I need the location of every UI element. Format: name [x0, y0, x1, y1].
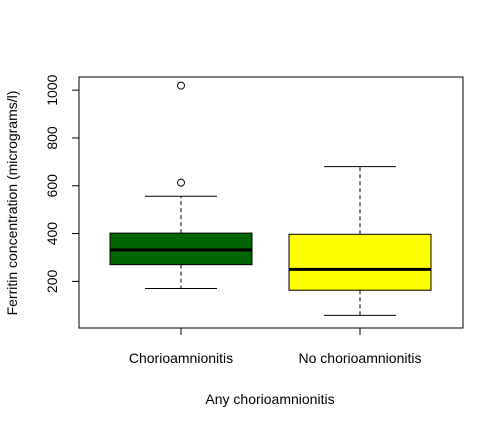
y-tick-label: 200 [44, 269, 60, 293]
box-group [288, 166, 432, 316]
outlier-point [177, 178, 185, 187]
x-tick-label: No chorioamnionitis [299, 350, 422, 366]
y-axis-label: Ferritin concentration (micrograms/l) [4, 91, 20, 316]
box-group [109, 81, 253, 290]
x-axis: Chorioamnionitis No chorioamnionitis [129, 327, 422, 366]
y-tick-label: 800 [44, 126, 60, 150]
y-tick-label: 1000 [44, 74, 60, 105]
y-axis: 200 400 600 800 1000 [44, 74, 80, 293]
y-tick-label: 400 [44, 222, 60, 246]
x-axis-label: Any chorioamnionitis [205, 391, 334, 407]
box-series [109, 81, 432, 316]
x-tick-label: Chorioamnionitis [129, 350, 233, 366]
outlier-point [177, 81, 185, 90]
box-iqr [288, 233, 432, 291]
y-tick-label: 600 [44, 174, 60, 198]
